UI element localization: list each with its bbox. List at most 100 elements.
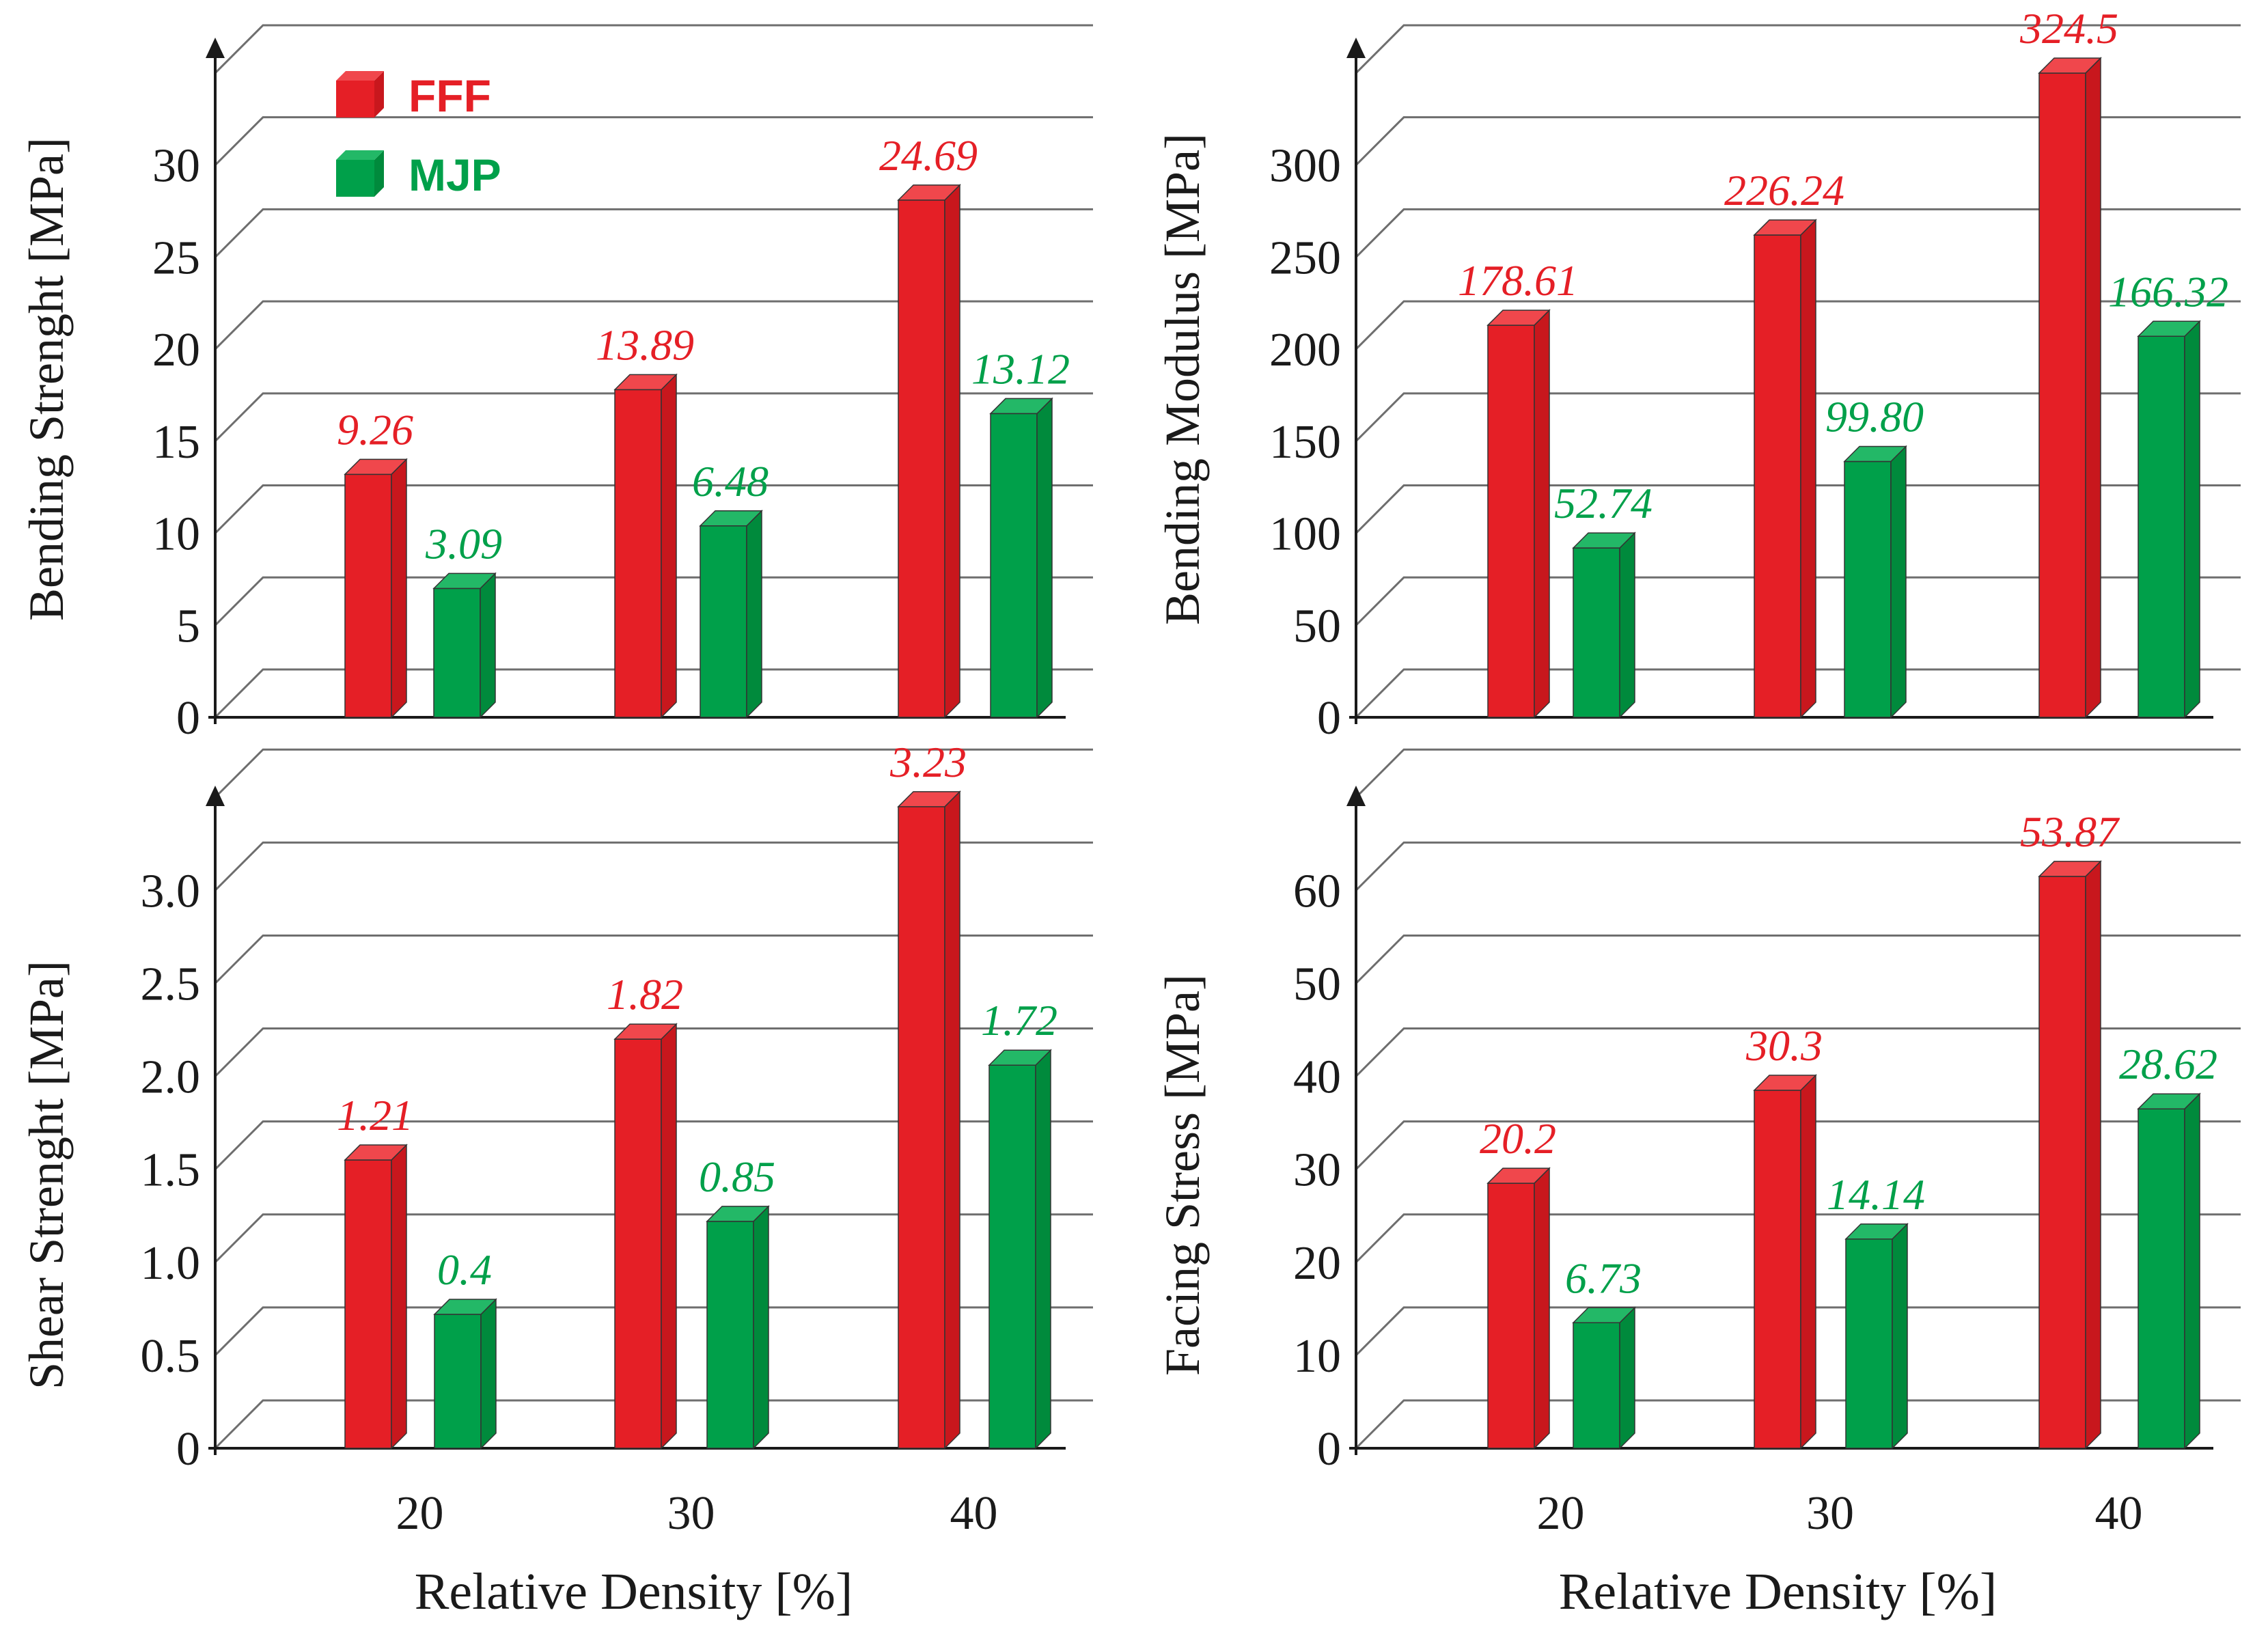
y-tick-label: 50 <box>1293 600 1341 652</box>
y-axis-title: Bending Strenght [MPa] <box>19 137 74 621</box>
y-tick-label: 0 <box>176 692 200 745</box>
y-tick-label: 1.0 <box>141 1237 201 1290</box>
gridline <box>214 576 1093 626</box>
data-label-mjp: 52.74 <box>1554 479 1652 527</box>
data-label-mjp: 99.80 <box>1825 392 1924 441</box>
gridline <box>214 392 1093 442</box>
bar-mjp-20 <box>1572 531 1636 719</box>
gridline <box>1355 1306 2241 1356</box>
data-label-mjp: 166.32 <box>2108 267 2228 316</box>
chart-panel-4: 0 10 20 30 40 50 60 Facing Stress [MPa] 20.2 30.3… <box>1155 748 2241 1620</box>
y-tick-label: 50 <box>1293 958 1341 1010</box>
gridline <box>214 300 1093 350</box>
gridline <box>214 208 1093 258</box>
y-tick-label: 0 <box>1317 692 1341 745</box>
y-tick-label: 60 <box>1293 865 1341 917</box>
gridline <box>214 668 1093 719</box>
bar-fff-30 <box>613 1023 678 1450</box>
gridline <box>1355 1027 2241 1077</box>
bar-fff-30 <box>613 373 678 719</box>
bar-fff-40 <box>2038 860 2102 1450</box>
y-axis-arrow <box>1346 38 1366 58</box>
chart-panel-1: 0 5 10 15 20 25 30 Bending Strenght [MPa] 9.26 13… <box>19 24 1093 745</box>
y-tick-label: 30 <box>152 140 200 193</box>
gridline <box>1355 841 2241 891</box>
bar-mjp-40 <box>2137 320 2201 719</box>
data-label-fff: 20.2 <box>1480 1114 1556 1163</box>
data-label-mjp: 0.85 <box>699 1152 775 1201</box>
y-tick-label: 0 <box>176 1423 200 1476</box>
bar-fff-20 <box>344 1144 408 1450</box>
gridline <box>1355 934 2241 984</box>
bar-mjp-40 <box>2137 1092 2201 1450</box>
gridline <box>214 1399 1093 1450</box>
data-label-fff: 3.23 <box>889 738 967 786</box>
data-label-mjp: 6.73 <box>1565 1254 1642 1302</box>
data-label-mjp: 13.12 <box>971 344 1070 393</box>
bar-mjp-30 <box>699 509 763 719</box>
y-axis-title: Facing Stress [MPa] <box>1155 974 1210 1376</box>
y-tick-label: 5 <box>176 600 200 652</box>
y-tick-label: 300 <box>1269 140 1341 193</box>
y-tick-label: 2.0 <box>141 1051 201 1104</box>
gridline <box>1355 208 2241 258</box>
y-tick-label: 200 <box>1269 324 1341 376</box>
bar-mjp-30 <box>1843 445 1907 719</box>
y-tick-label: 20 <box>1293 1237 1341 1290</box>
y-tick-label: 3.0 <box>141 865 201 917</box>
gridline <box>1355 576 2241 626</box>
x-tick-label: 40 <box>950 1487 998 1540</box>
bar-fff-20 <box>1486 309 1551 719</box>
gridline <box>214 116 1093 166</box>
y-tick-label: 2.5 <box>141 958 201 1010</box>
x-tick-label: 20 <box>1537 1487 1585 1540</box>
data-label-fff: 9.26 <box>337 405 413 454</box>
x-axis-title: Relative Density [%] <box>415 1563 853 1620</box>
bar-mjp-40 <box>989 397 1053 719</box>
bar-mjp-30 <box>1844 1222 1909 1450</box>
data-label-mjp: 3.09 <box>425 519 502 568</box>
data-label-fff: 1.21 <box>337 1091 413 1139</box>
data-label-mjp: 28.62 <box>2119 1040 2217 1088</box>
data-label-fff: 1.82 <box>607 970 683 1019</box>
data-label-fff: 178.61 <box>1458 256 1578 305</box>
bar-fff-40 <box>2038 57 2102 719</box>
y-tick-label: 15 <box>152 416 200 469</box>
gridline <box>1355 24 2241 74</box>
y-tick-label: 10 <box>152 508 200 561</box>
bar-fff-30 <box>1753 1074 1817 1450</box>
y-tick-label: 20 <box>152 324 200 376</box>
data-label-mjp: 0.4 <box>437 1245 492 1294</box>
bar-mjp-30 <box>706 1205 770 1450</box>
y-axis-arrow <box>206 786 225 806</box>
gridline <box>214 748 1093 799</box>
y-axis-arrow <box>206 38 225 58</box>
data-label-fff: 324.5 <box>2019 4 2118 53</box>
gridline <box>214 934 1093 984</box>
gridline <box>1355 1120 2241 1170</box>
x-axis-title: Relative Density [%] <box>1559 1563 1997 1620</box>
gridline <box>214 841 1093 891</box>
bar-mjp-40 <box>988 1049 1052 1450</box>
gridline <box>1355 300 2241 350</box>
y-axis-title: Bending Modulus [MPa] <box>1155 133 1210 625</box>
chart-panel-2: 0 50 100 150 200 250 300 Bending Modulus [MPa] 1… <box>1155 4 2241 745</box>
y-axis-title: Shear Strenght [MPa] <box>19 960 74 1389</box>
legend-fff-label: FFF <box>409 70 491 121</box>
gridline <box>214 1213 1093 1263</box>
legend-mjp-swatch <box>336 150 384 197</box>
gridline <box>1355 392 2241 442</box>
y-tick-label: 150 <box>1269 416 1341 469</box>
y-axis-arrow <box>1346 786 1366 806</box>
bar-mjp-20 <box>433 1298 497 1450</box>
y-tick-label: 40 <box>1293 1051 1341 1104</box>
y-tick-label: 0.5 <box>141 1330 201 1383</box>
y-tick-label: 30 <box>1293 1144 1341 1197</box>
data-label-fff: 30.3 <box>1745 1021 1823 1070</box>
bar-fff-30 <box>1753 219 1817 719</box>
y-tick-label: 10 <box>1293 1330 1341 1383</box>
gridline <box>1355 116 2241 166</box>
data-label-fff: 226.24 <box>1724 166 1844 215</box>
y-tick-label: 1.5 <box>141 1144 201 1197</box>
